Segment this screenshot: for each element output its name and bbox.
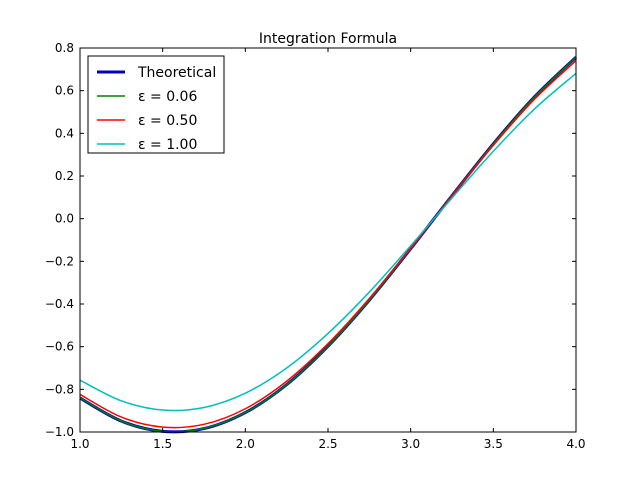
y-tick-label: −1.0: [45, 425, 74, 439]
y-tick-label: 0.8: [55, 41, 74, 55]
x-tick-label: 2.5: [318, 437, 337, 451]
x-tick-label: 3.5: [484, 437, 503, 451]
y-tick-label: 0.2: [55, 169, 74, 183]
legend-label: ε = 1.00: [138, 137, 197, 153]
series-line-3: [79, 72, 577, 412]
x-tick-label: 1.0: [70, 437, 89, 451]
legend-label: Theoretical: [137, 65, 216, 81]
legend: Theoretical ε = 0.06 ε = 0.50 ε = 1.00: [87, 55, 225, 154]
y-tick-label: −0.8: [45, 382, 74, 396]
y-tick-label: 0.0: [55, 212, 74, 226]
y-tick-label: −0.4: [45, 297, 74, 311]
chart-title: Integration Formula: [259, 31, 397, 47]
x-tick-label: 4.0: [566, 437, 585, 451]
legend-label: ε = 0.50: [138, 113, 197, 129]
y-tick-label: 0.6: [55, 84, 74, 98]
y-tick-label: 0.4: [55, 126, 74, 140]
y-tick-label: −0.2: [45, 254, 74, 268]
x-tick-label: 1.5: [153, 437, 172, 451]
ticks-layer: 1.0 1.5 2.0 2.5 3.0 3.5 4.0 −1.0 −0.8 −0.6 −0.4 −0.…: [45, 41, 586, 451]
x-tick-label: 2.0: [236, 437, 255, 451]
x-tick-label: 3.0: [401, 437, 420, 451]
series-line-2: [79, 60, 577, 429]
y-tick-label: −0.6: [45, 340, 74, 354]
legend-label: ε = 0.06: [138, 89, 197, 105]
